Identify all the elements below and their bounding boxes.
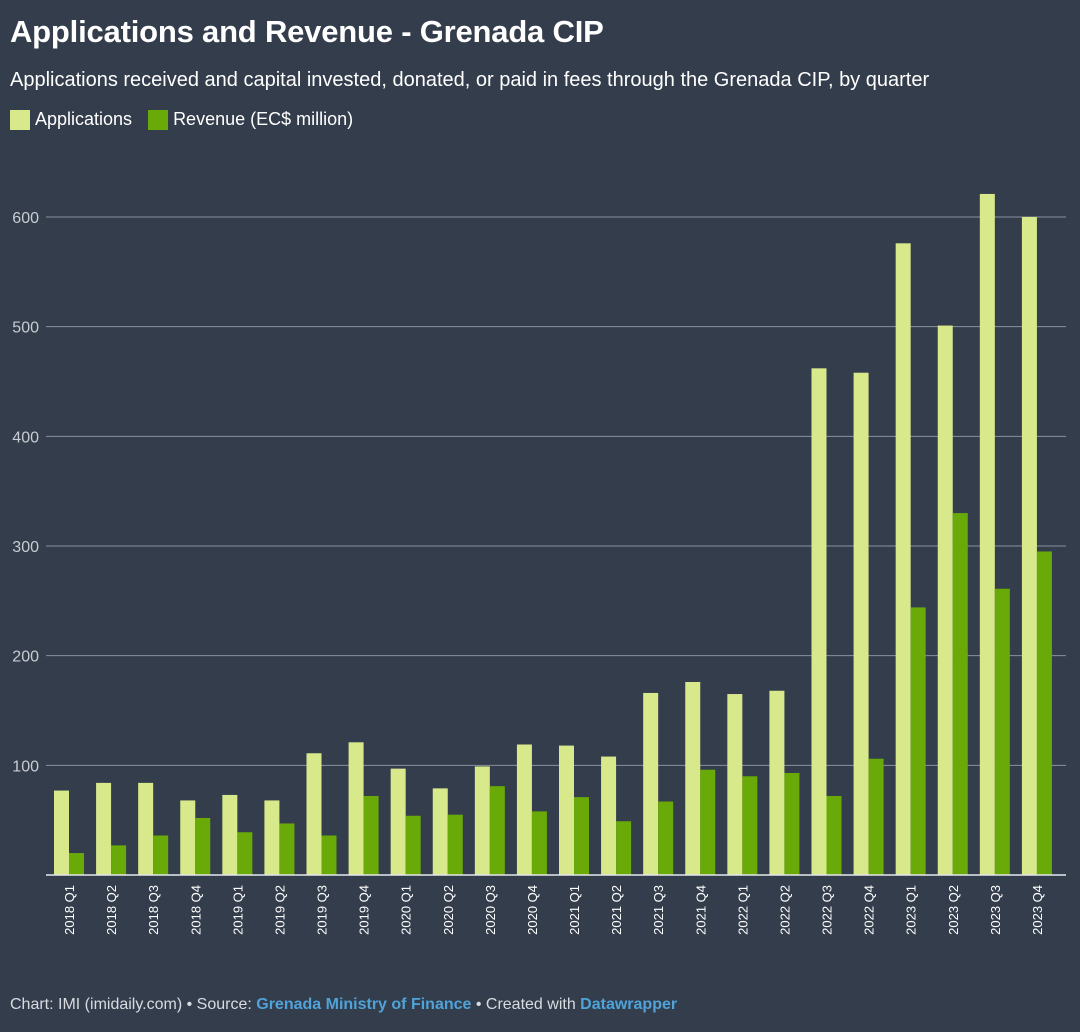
bar-revenue-2020-q2 [447,814,463,875]
x-tick-label-2019-q4: 2019 Q4 [357,885,372,935]
footer-credit: Chart: IMI (imidaily.com) • Source: [10,996,257,1013]
x-tick-label-2023-q2: 2023 Q2 [946,885,961,935]
x-tick-label-2018-q4: 2018 Q4 [188,885,203,935]
x-tick-label-2020-q4: 2020 Q4 [525,885,540,935]
x-tick-label-2021-q4: 2021 Q4 [693,885,708,935]
bar-applications-2019-q1 [222,794,238,875]
x-tick-label-2022-q2: 2022 Q2 [777,885,792,935]
bar-applications-2023-q3 [979,193,995,876]
legend-label-revenue: Revenue (EC$ million) [173,109,354,129]
x-tick-label-2018-q1: 2018 Q1 [62,885,77,935]
bar-applications-2021-q4 [685,681,701,875]
bar-revenue-2020-q4 [531,811,547,875]
x-tick-label-2021-q3: 2021 Q3 [651,885,666,935]
bar-revenue-2022-q4 [868,758,884,875]
bar-revenue-2018-q1 [69,853,84,875]
footer-source-link[interactable]: Grenada Ministry of Finance [256,996,472,1013]
bar-applications-2023-q4 [1021,216,1037,876]
footer-created-with: • Created with [471,996,581,1013]
y-tick-label-600: 600 [12,210,39,227]
bar-chart: 100 200 300 400 500 600 2018 Q1 2018 Q2 2018 Q3 2… [12,193,1066,935]
x-tick-label-2023-q3: 2023 Q3 [988,885,1003,935]
bar-revenue-2019-q2 [279,823,295,875]
bar-applications-2023-q1 [895,243,911,876]
y-tick-label-400: 400 [12,429,39,446]
bar-applications-2022-q3 [811,368,827,875]
bar-revenue-2021-q4 [700,769,716,875]
legend-item-revenue: Revenue (EC$ million) [148,109,353,130]
bar-applications-2020-q1 [390,768,406,875]
bar-revenue-2018-q3 [153,835,169,875]
bar-revenue-2022-q1 [742,776,758,875]
x-tick-label-2022-q3: 2022 Q3 [820,885,835,935]
bar-applications-2019-q3 [306,753,322,875]
bar-applications-2018-q1 [54,790,69,875]
bar-applications-2022-q4 [853,372,869,875]
chart-title: Applications and Revenue - Grenada CIP [10,14,604,49]
bar-applications-2018-q4 [180,800,196,875]
x-tick-label-2018-q2: 2018 Q2 [104,885,119,935]
bar-applications-2021-q1 [559,745,574,875]
bar-applications-2020-q3 [474,766,490,875]
x-tick-label-2022-q4: 2022 Q4 [862,885,877,935]
bar-applications-2018-q3 [138,782,154,875]
bar-revenue-2021-q3 [658,801,674,875]
bar-revenue-2021-q2 [616,821,632,875]
x-tick-label-2020-q2: 2020 Q2 [441,885,456,935]
bar-revenue-2022-q3 [826,796,842,875]
bar-applications-2023-q2 [937,325,953,875]
footer-datawrapper-link[interactable]: Datawrapper [580,996,678,1013]
bar-applications-2019-q4 [348,742,364,875]
bar-revenue-2021-q1 [574,797,589,875]
x-tick-label-2020-q3: 2020 Q3 [483,885,498,935]
bar-applications-2021-q2 [601,756,617,875]
chart-footer: Chart: IMI (imidaily.com) • Source: Gren… [10,996,677,1014]
legend-swatch-revenue [148,109,169,130]
y-tick-label-300: 300 [12,539,39,556]
bar-revenue-2023-q3 [994,588,1010,875]
x-tick-label-2020-q1: 2020 Q1 [399,885,414,935]
legend-swatch-applications [10,109,30,130]
x-tick-label-2023-q1: 2023 Q1 [904,885,919,935]
y-tick-label-200: 200 [12,649,39,666]
x-tick-label-2021-q2: 2021 Q2 [609,885,624,935]
bar-revenue-2018-q4 [195,817,211,875]
bar-revenue-2020-q3 [489,786,505,875]
legend-item-applications: Applications [10,109,132,130]
x-tick-label-2018-q3: 2018 Q3 [146,885,161,935]
bar-revenue-2022-q2 [784,773,800,875]
bar-applications-2022-q2 [769,690,785,875]
bar-applications-2018-q2 [96,782,112,875]
bar-applications-2020-q2 [432,788,448,875]
x-tick-label-2022-q1: 2022 Q1 [735,885,750,935]
bar-applications-2019-q2 [264,800,280,875]
bar-revenue-2023-q1 [910,607,926,875]
chart-subtitle: Applications received and capital invest… [10,69,930,91]
x-tick-label-2019-q2: 2019 Q2 [272,885,287,935]
bar-revenue-2019-q4 [363,796,379,875]
bar-revenue-2019-q3 [321,835,337,875]
bar-applications-2022-q1 [727,694,743,875]
bar-revenue-2020-q1 [405,815,421,875]
bar-applications-2021-q3 [643,692,659,875]
y-tick-label-100: 100 [12,758,39,775]
bar-revenue-2019-q1 [237,832,253,875]
y-tick-label-500: 500 [12,320,39,337]
x-tick-label-2021-q1: 2021 Q1 [567,885,582,935]
bar-applications-2020-q4 [516,744,532,875]
x-tick-label-2023-q4: 2023 Q4 [1030,885,1045,935]
legend-label-applications: Applications [35,109,133,129]
bar-revenue-2023-q2 [952,513,968,875]
bar-revenue-2018-q2 [111,845,127,875]
x-tick-label-2019-q1: 2019 Q1 [230,885,245,935]
bar-revenue-2023-q4 [1036,551,1052,875]
chart-legend: Applications Revenue (EC$ million) [10,109,369,130]
x-tick-label-2019-q3: 2019 Q3 [315,885,330,935]
